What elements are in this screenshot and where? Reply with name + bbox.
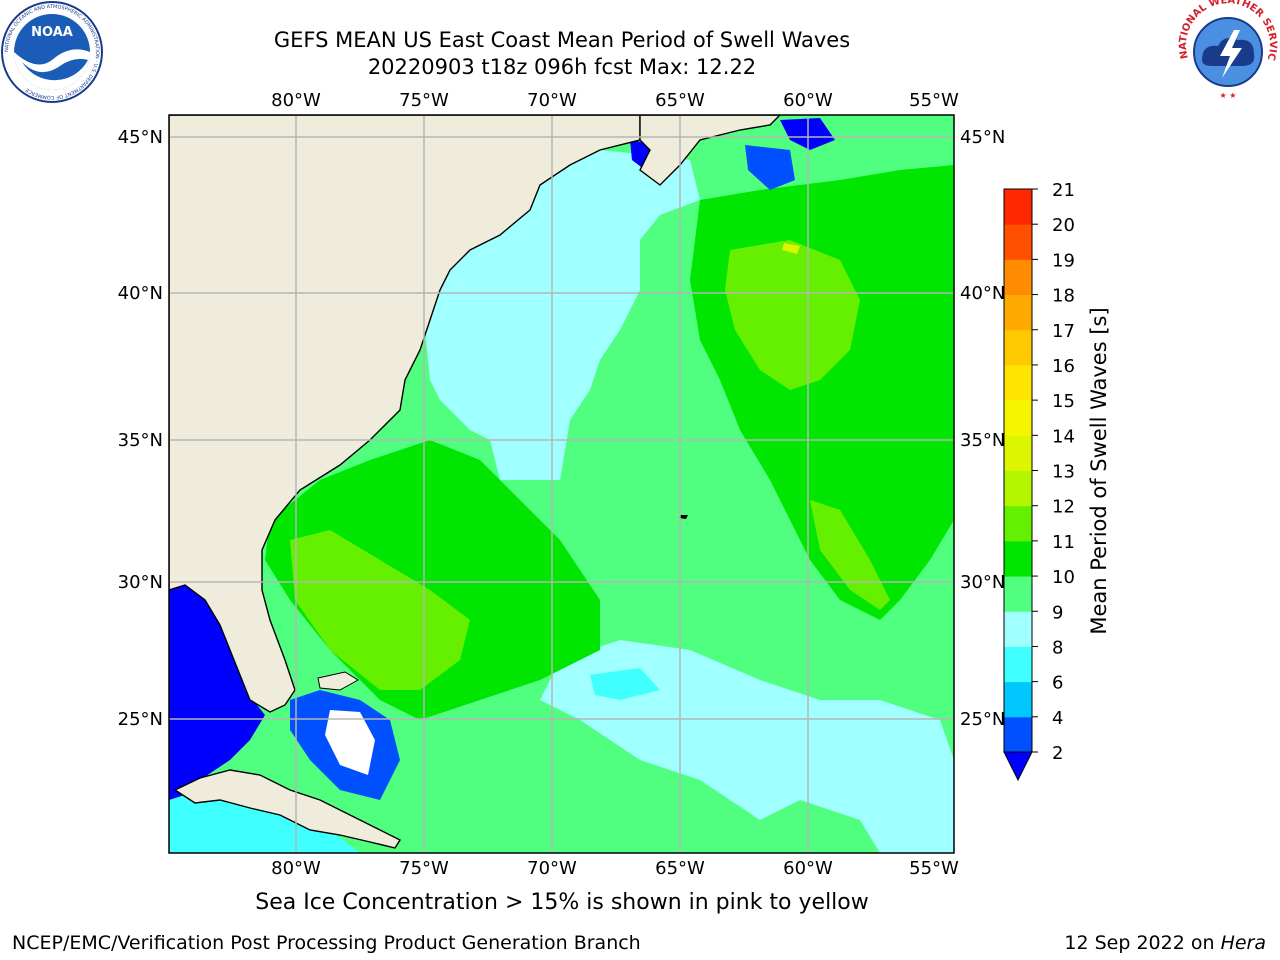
graticule xyxy=(169,115,954,853)
colorbar-segment xyxy=(1004,259,1032,296)
chart-subtitle: 20220903 t18z 096h fcst Max: 12.22 xyxy=(367,55,757,79)
date-text: 12 Sep 2022 on xyxy=(1064,932,1221,954)
region-11-12s-west xyxy=(290,530,470,690)
chart-title: GEFS MEAN US East Coast Mean Period of S… xyxy=(273,28,851,52)
caribbean-6-8s xyxy=(169,790,360,853)
colorbar: 2 4 6 8 9 10 11 12 13 14 15 16 17 18 19 20 21 xyxy=(1003,180,1075,782)
noaa-logo: NOAA NATIONAL OCEANIC AND ATMOSPHERIC AD… xyxy=(1,1,103,103)
colorbar-tick-label: 20 xyxy=(1052,215,1075,236)
svg-text:★ ★: ★ ★ xyxy=(1220,91,1237,100)
lon-label-bottom: 70°W xyxy=(527,858,577,879)
colorbar-segment xyxy=(1004,576,1032,612)
colorbar-segment xyxy=(1004,611,1032,647)
colorbar-segment xyxy=(1004,400,1032,436)
region-11-12s-east xyxy=(725,240,860,390)
colorbar-tick-label: 11 xyxy=(1052,532,1075,553)
colorbar-tick-label: 6 xyxy=(1052,673,1063,694)
colorbar-segment xyxy=(1004,681,1032,718)
colorbar-segment xyxy=(1004,470,1032,507)
colorbar-tick-label: 13 xyxy=(1052,462,1075,483)
colorbar-tick-label: 10 xyxy=(1052,567,1075,588)
date-stamp: 12 Sep 2022 on Hera xyxy=(1064,932,1266,954)
lon-label-bottom: 55°W xyxy=(909,858,959,879)
colorbar-segment xyxy=(1004,716,1032,753)
nova-scotia-2-4s xyxy=(745,145,795,190)
colorbar-under-triangle xyxy=(1003,751,1033,782)
credit-text: NCEP/EMC/Verification Post Processing Pr… xyxy=(12,932,641,954)
lon-label-bottom: 80°W xyxy=(271,858,321,879)
colorbar-tick-label: 18 xyxy=(1052,286,1075,307)
lat-label-right: 25°N xyxy=(960,709,1005,730)
colorbar-tick-label: 21 xyxy=(1052,180,1075,201)
colorbar-label: Mean Period of Swell Waves [s] xyxy=(1087,307,1111,634)
colorbar-segment xyxy=(1004,224,1032,260)
gulf-under-2s xyxy=(169,582,265,805)
grand-bahama-land xyxy=(317,671,359,691)
lat-label-left: 30°N xyxy=(118,572,163,593)
colorbar-segment xyxy=(1004,646,1032,683)
lat-label-right: 30°N xyxy=(960,572,1005,593)
sea-ice-note: Sea Ice Concentration > 15% is shown in … xyxy=(255,890,869,915)
lat-label-right: 40°N xyxy=(960,283,1005,304)
lon-label-bottom: 60°W xyxy=(783,858,833,879)
us-land xyxy=(169,115,641,713)
region-6-8s xyxy=(590,668,660,700)
colorbar-tick-label: 14 xyxy=(1052,426,1075,447)
lon-label-top: 55°W xyxy=(909,90,959,111)
colorbar-segment xyxy=(1004,505,1032,542)
region-12-13s-max xyxy=(782,243,800,254)
colorbar-segment xyxy=(1004,540,1032,577)
lon-label-top: 60°W xyxy=(783,90,833,111)
cuba-land xyxy=(173,769,402,849)
colorbar-segment xyxy=(1004,294,1032,331)
colorbar-tick-label: 15 xyxy=(1052,391,1075,412)
lon-label-top: 80°W xyxy=(271,90,321,111)
colorbar-tick-label: 2 xyxy=(1052,743,1063,764)
machine-name: Hera xyxy=(1220,932,1266,954)
bahamas-no-data xyxy=(325,710,375,775)
colorbar-tick-label: 19 xyxy=(1052,250,1075,271)
axis-labels: 80°W 75°W 70°W 65°W 60°W 55°W 80°W 75°W … xyxy=(118,90,1006,879)
colorbar-segment xyxy=(1004,364,1032,401)
lat-label-right: 45°N xyxy=(960,127,1005,148)
lat-label-left: 40°N xyxy=(118,283,163,304)
colorbar-tick-label: 17 xyxy=(1052,321,1075,342)
lat-label-right: 35°N xyxy=(960,430,1005,451)
lon-label-top: 65°W xyxy=(655,90,705,111)
nws-logo: NATIONAL WEATHER SERVICE ★ ★ xyxy=(1176,0,1278,102)
lat-label-left: 45°N xyxy=(118,127,163,148)
lon-label-top: 70°W xyxy=(527,90,577,111)
map-field xyxy=(169,115,954,853)
lon-label-top: 75°W xyxy=(399,90,449,111)
lon-label-bottom: 65°W xyxy=(655,858,705,879)
colorbar-tick-label: 9 xyxy=(1052,602,1063,623)
colorbar-tick-label: 4 xyxy=(1052,708,1063,729)
colorbar-tick-label: 12 xyxy=(1052,497,1075,518)
lat-label-left: 25°N xyxy=(118,709,163,730)
colorbar-segment xyxy=(1004,189,1032,225)
colorbar-segment xyxy=(1004,435,1032,471)
lon-label-bottom: 75°W xyxy=(399,858,449,879)
colorbar-segment xyxy=(1004,329,1032,366)
colorbar-tick-label: 8 xyxy=(1052,637,1063,658)
noaa-logo-text: NOAA xyxy=(31,25,73,40)
map-frame xyxy=(168,114,955,854)
bermuda xyxy=(679,515,688,519)
lat-label-left: 35°N xyxy=(118,430,163,451)
colorbar-tick-label: 16 xyxy=(1052,356,1075,377)
